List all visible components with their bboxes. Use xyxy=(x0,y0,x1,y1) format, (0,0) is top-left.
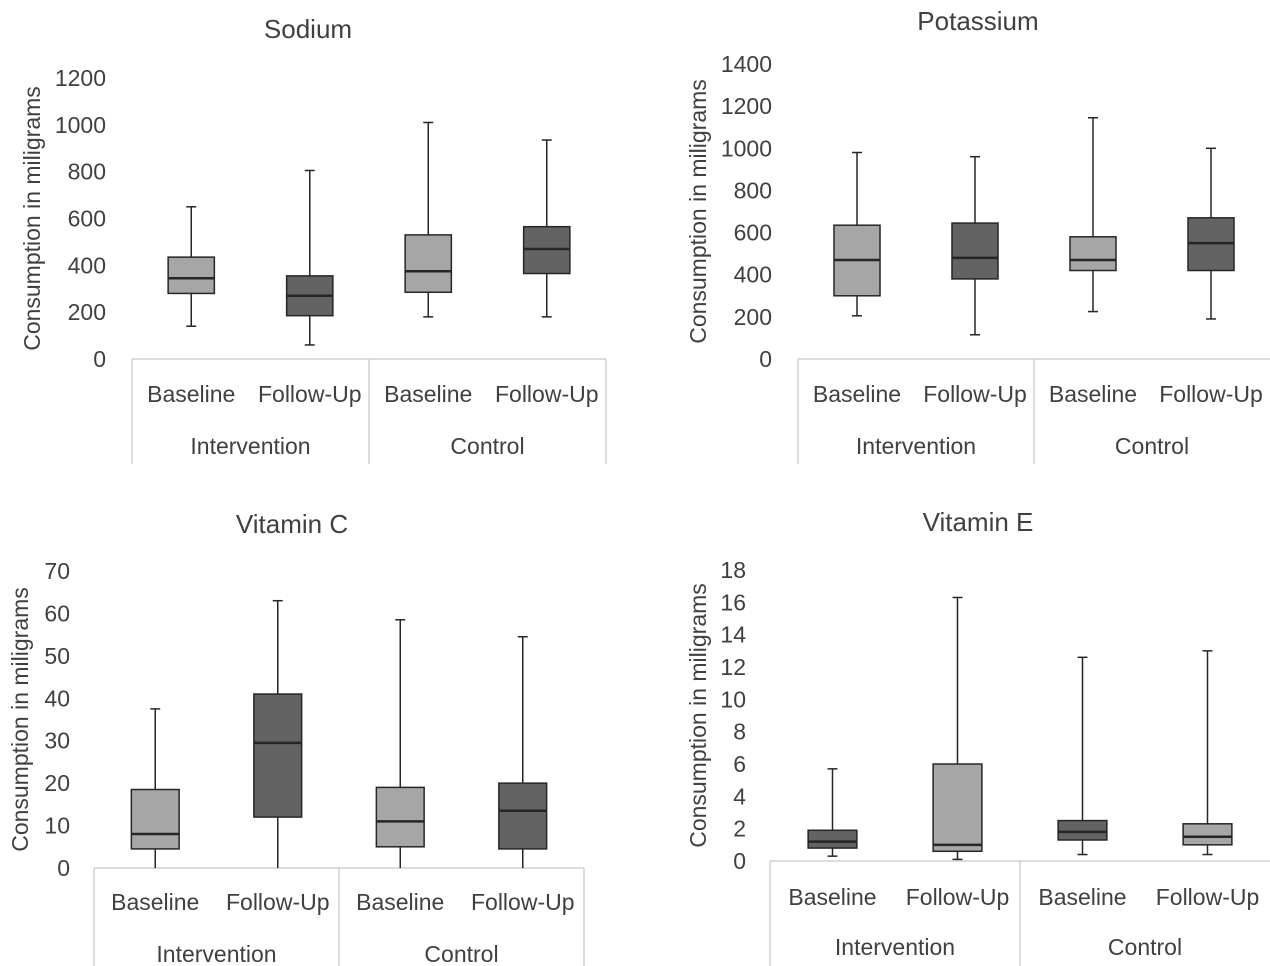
y-tick-label: 0 xyxy=(57,855,70,881)
box-plot xyxy=(285,169,334,346)
y-tick-label: 8 xyxy=(733,719,746,745)
box-plot xyxy=(807,768,858,857)
y-tick-label: 400 xyxy=(68,252,106,278)
box-plot xyxy=(1182,650,1233,856)
box-plot xyxy=(253,599,303,868)
chart-panel-3: Vitamin C Consumption in miligrams 0 10 20 30… xyxy=(7,509,585,966)
y-tick-label: 600 xyxy=(68,206,106,232)
y-tick-label: 6 xyxy=(733,751,746,777)
x-group-label: Control xyxy=(1115,433,1189,459)
x-group-label: Intervention xyxy=(856,433,976,459)
x-category-label: Baseline xyxy=(813,381,901,407)
box-plot xyxy=(1057,656,1108,856)
x-category-label: Baseline xyxy=(356,889,444,915)
box xyxy=(1057,819,1108,841)
chart-title: Potassium xyxy=(917,6,1038,36)
x-category-label: Baseline xyxy=(1049,381,1137,407)
y-tick-label: 0 xyxy=(759,346,772,372)
y-tick-label: 10 xyxy=(44,813,70,839)
y-tick-label: 18 xyxy=(720,557,746,583)
y-tick-label: 4 xyxy=(733,783,746,809)
box-plot xyxy=(1187,147,1235,320)
y-tick-label: 60 xyxy=(44,600,70,626)
box-plot xyxy=(1069,116,1117,313)
x-category-label: Baseline xyxy=(1038,884,1126,910)
y-tick-label: 400 xyxy=(734,262,772,288)
x-group-label: Intervention xyxy=(190,433,310,459)
y-tick-label: 0 xyxy=(93,346,106,372)
box xyxy=(1182,823,1233,846)
box xyxy=(951,222,999,280)
x-category-label: Follow-Up xyxy=(226,889,330,915)
chart-panel-4: Vitamin E Consumption in miligrams 0 2 4 6 8 10… xyxy=(685,507,1270,966)
chart-panel-2: Potassium Consumption in miligrams 0 200 400… xyxy=(685,6,1270,464)
x-category-label: Baseline xyxy=(147,381,235,407)
y-tick-label: 0 xyxy=(733,848,746,874)
y-tick-label: 30 xyxy=(44,728,70,754)
x-group-label: Control xyxy=(424,941,498,966)
y-axis-label: Consumption in miligrams xyxy=(19,86,45,351)
y-tick-label: 1200 xyxy=(721,93,772,119)
box-plot xyxy=(951,155,999,336)
x-category-label: Follow-Up xyxy=(1156,884,1260,910)
box xyxy=(404,234,453,294)
x-category-label: Follow-Up xyxy=(1159,381,1263,407)
chart-title: Vitamin C xyxy=(236,509,348,539)
x-group-label: Intervention xyxy=(835,934,955,960)
y-tick-label: 1200 xyxy=(55,65,106,91)
x-group-label: Control xyxy=(1108,934,1182,960)
y-axis-label: Consumption in miligrams xyxy=(7,587,33,852)
x-group-label: Control xyxy=(450,433,524,459)
box-plot xyxy=(130,708,180,868)
x-group-label: Intervention xyxy=(156,941,276,966)
box xyxy=(375,786,425,848)
y-tick-label: 200 xyxy=(734,304,772,330)
box xyxy=(807,829,858,849)
y-tick-label: 40 xyxy=(44,685,70,711)
chart-title: Sodium xyxy=(264,14,352,44)
x-category-label: Baseline xyxy=(111,889,199,915)
y-tick-label: 70 xyxy=(44,558,70,584)
x-category-label: Follow-Up xyxy=(471,889,575,915)
box-plot xyxy=(404,121,453,318)
x-category-label: Follow-Up xyxy=(495,381,599,407)
box xyxy=(932,763,983,853)
chart-panel-1: Sodium Consumption in miligrams 0 200 400 600… xyxy=(19,14,607,464)
y-tick-label: 10 xyxy=(720,686,746,712)
box-plot xyxy=(833,151,881,317)
y-tick-label: 1400 xyxy=(721,51,772,77)
x-category-label: Baseline xyxy=(788,884,876,910)
y-tick-label: 50 xyxy=(44,643,70,669)
x-category-label: Follow-Up xyxy=(923,381,1027,407)
y-axis-label: Consumption in miligrams xyxy=(685,79,711,344)
box-plot xyxy=(375,619,425,868)
x-category-label: Baseline xyxy=(384,381,472,407)
box xyxy=(498,782,548,850)
box xyxy=(1069,236,1117,272)
box xyxy=(130,788,180,850)
y-tick-label: 14 xyxy=(720,622,746,648)
y-tick-label: 16 xyxy=(720,589,746,615)
y-tick-label: 600 xyxy=(734,220,772,246)
y-tick-label: 800 xyxy=(68,159,106,185)
y-axis-label: Consumption in miligrams xyxy=(685,583,711,848)
y-tick-label: 1000 xyxy=(721,135,772,161)
box-plot xyxy=(522,139,571,318)
y-tick-label: 800 xyxy=(734,177,772,203)
box-plot xyxy=(167,206,216,327)
box xyxy=(253,693,303,818)
x-category-label: Follow-Up xyxy=(258,381,362,407)
box-plot xyxy=(932,596,983,861)
y-tick-label: 2 xyxy=(733,816,746,842)
box-plot xyxy=(498,636,548,868)
y-tick-label: 20 xyxy=(44,770,70,796)
chart-title: Vitamin E xyxy=(923,507,1034,537)
y-tick-label: 1000 xyxy=(55,112,106,138)
box xyxy=(167,256,216,295)
y-tick-label: 200 xyxy=(68,299,106,325)
x-category-label: Follow-Up xyxy=(906,884,1010,910)
y-tick-label: 12 xyxy=(720,654,746,680)
